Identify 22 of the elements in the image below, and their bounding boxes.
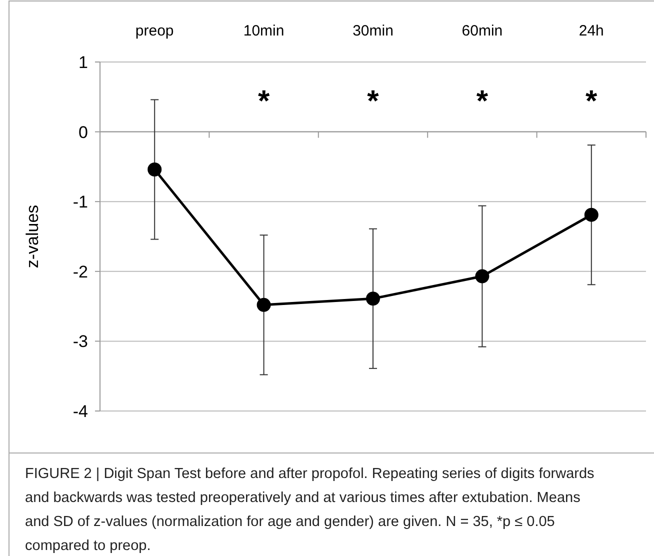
x-tick-label: preop — [135, 22, 174, 40]
annotation: * — [367, 85, 380, 118]
y-axis-title: z-values — [23, 204, 42, 268]
caption: FIGURE 2 | Digit Span Test before and after propofol. Repeating series of digits forwards and backwards was tested preoperatively and at various times after extubation. Means and SD of z-values (normalization for age and gender) are given. N = 35, *p ≤ 0.05 compared to preop. — [25, 466, 594, 554]
y-tick-label: -1 — [72, 192, 88, 212]
point — [475, 269, 490, 284]
point — [148, 162, 162, 176]
y-tick-label: -2 — [72, 262, 88, 282]
x-tick-label: 60min — [462, 22, 503, 40]
x-tick-label: 30min — [352, 22, 394, 40]
y-tick-label: -3 — [72, 332, 88, 352]
point — [366, 292, 380, 306]
annotation: * — [586, 85, 598, 118]
x-tick-label: 24h — [578, 22, 604, 40]
x-tick-label: 10min — [243, 22, 284, 40]
y-tick-label: -4 — [72, 402, 88, 421]
y-tick-label: 1 — [78, 52, 88, 72]
y-tick-label: 0 — [78, 122, 88, 142]
annotation: * — [258, 85, 270, 118]
point — [256, 298, 271, 312]
annotation: * — [476, 85, 488, 118]
point — [584, 208, 598, 222]
